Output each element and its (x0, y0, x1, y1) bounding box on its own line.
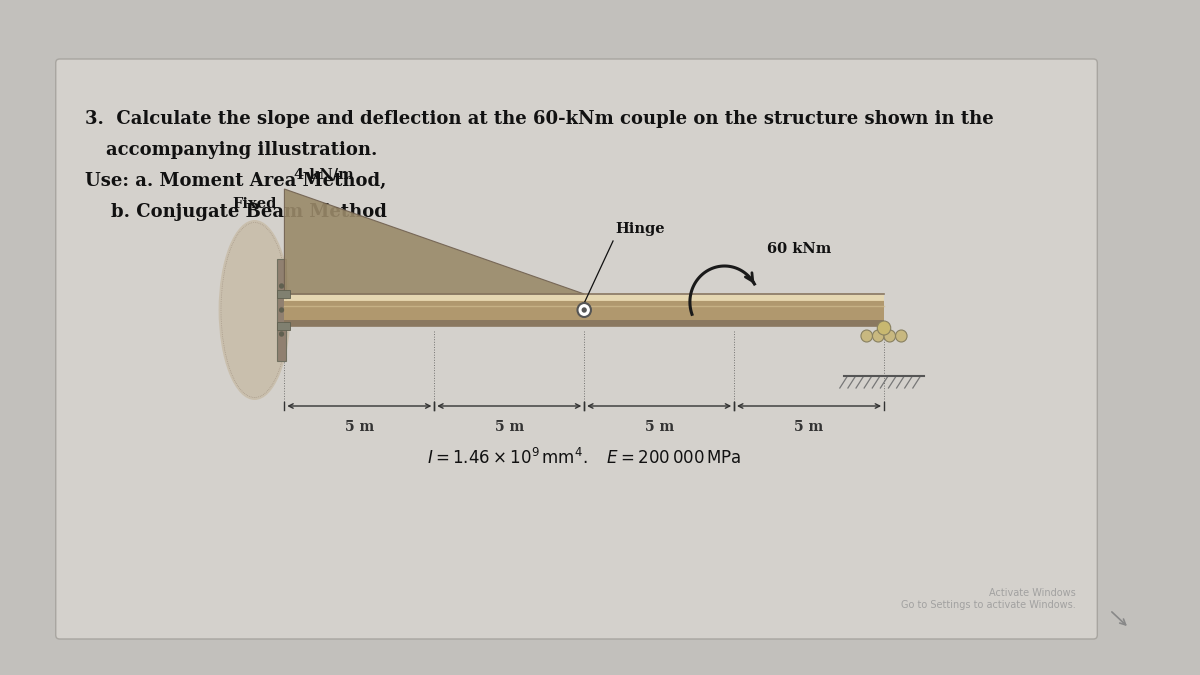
Text: Hinge: Hinge (614, 222, 665, 236)
Circle shape (872, 330, 884, 342)
Text: 3.  Calculate the slope and deflection at the 60-kNm couple on the structure sho: 3. Calculate the slope and deflection at… (84, 110, 994, 128)
Text: 5 m: 5 m (644, 420, 673, 434)
Text: 60 kNm: 60 kNm (767, 242, 832, 256)
Polygon shape (284, 189, 584, 294)
Text: $I = 1.46 \times 10^9 \, \mathrm{mm}^4. \quad E = 200\,000 \, \mathrm{MPa}$: $I = 1.46 \times 10^9 \, \mathrm{mm}^4. … (427, 448, 742, 468)
Bar (284, 300, 884, 320)
Circle shape (860, 330, 872, 342)
Bar (277, 290, 290, 298)
Bar (277, 322, 290, 330)
Circle shape (577, 303, 590, 317)
Text: b. Conjugate Beam Method: b. Conjugate Beam Method (110, 203, 386, 221)
Text: Use: a. Moment Area Method,: Use: a. Moment Area Method, (84, 172, 386, 190)
Circle shape (582, 308, 586, 312)
Text: accompanying illustration.: accompanying illustration. (106, 141, 377, 159)
Text: 5 m: 5 m (494, 420, 524, 434)
Text: Fixed: Fixed (233, 197, 277, 211)
Circle shape (895, 330, 907, 342)
Ellipse shape (218, 220, 290, 400)
Text: Activate Windows
Go to Settings to activate Windows.: Activate Windows Go to Settings to activ… (901, 589, 1076, 610)
Bar (284, 320, 884, 326)
Text: 5 m: 5 m (344, 420, 374, 434)
Bar (277, 259, 287, 361)
Bar (284, 295, 884, 301)
Text: 5 m: 5 m (794, 420, 823, 434)
Circle shape (884, 330, 895, 342)
Circle shape (280, 308, 283, 312)
Text: 4 kN/m: 4 kN/m (294, 167, 354, 181)
Circle shape (877, 321, 890, 335)
FancyBboxPatch shape (55, 59, 1097, 639)
Circle shape (280, 284, 283, 288)
Circle shape (280, 332, 283, 336)
